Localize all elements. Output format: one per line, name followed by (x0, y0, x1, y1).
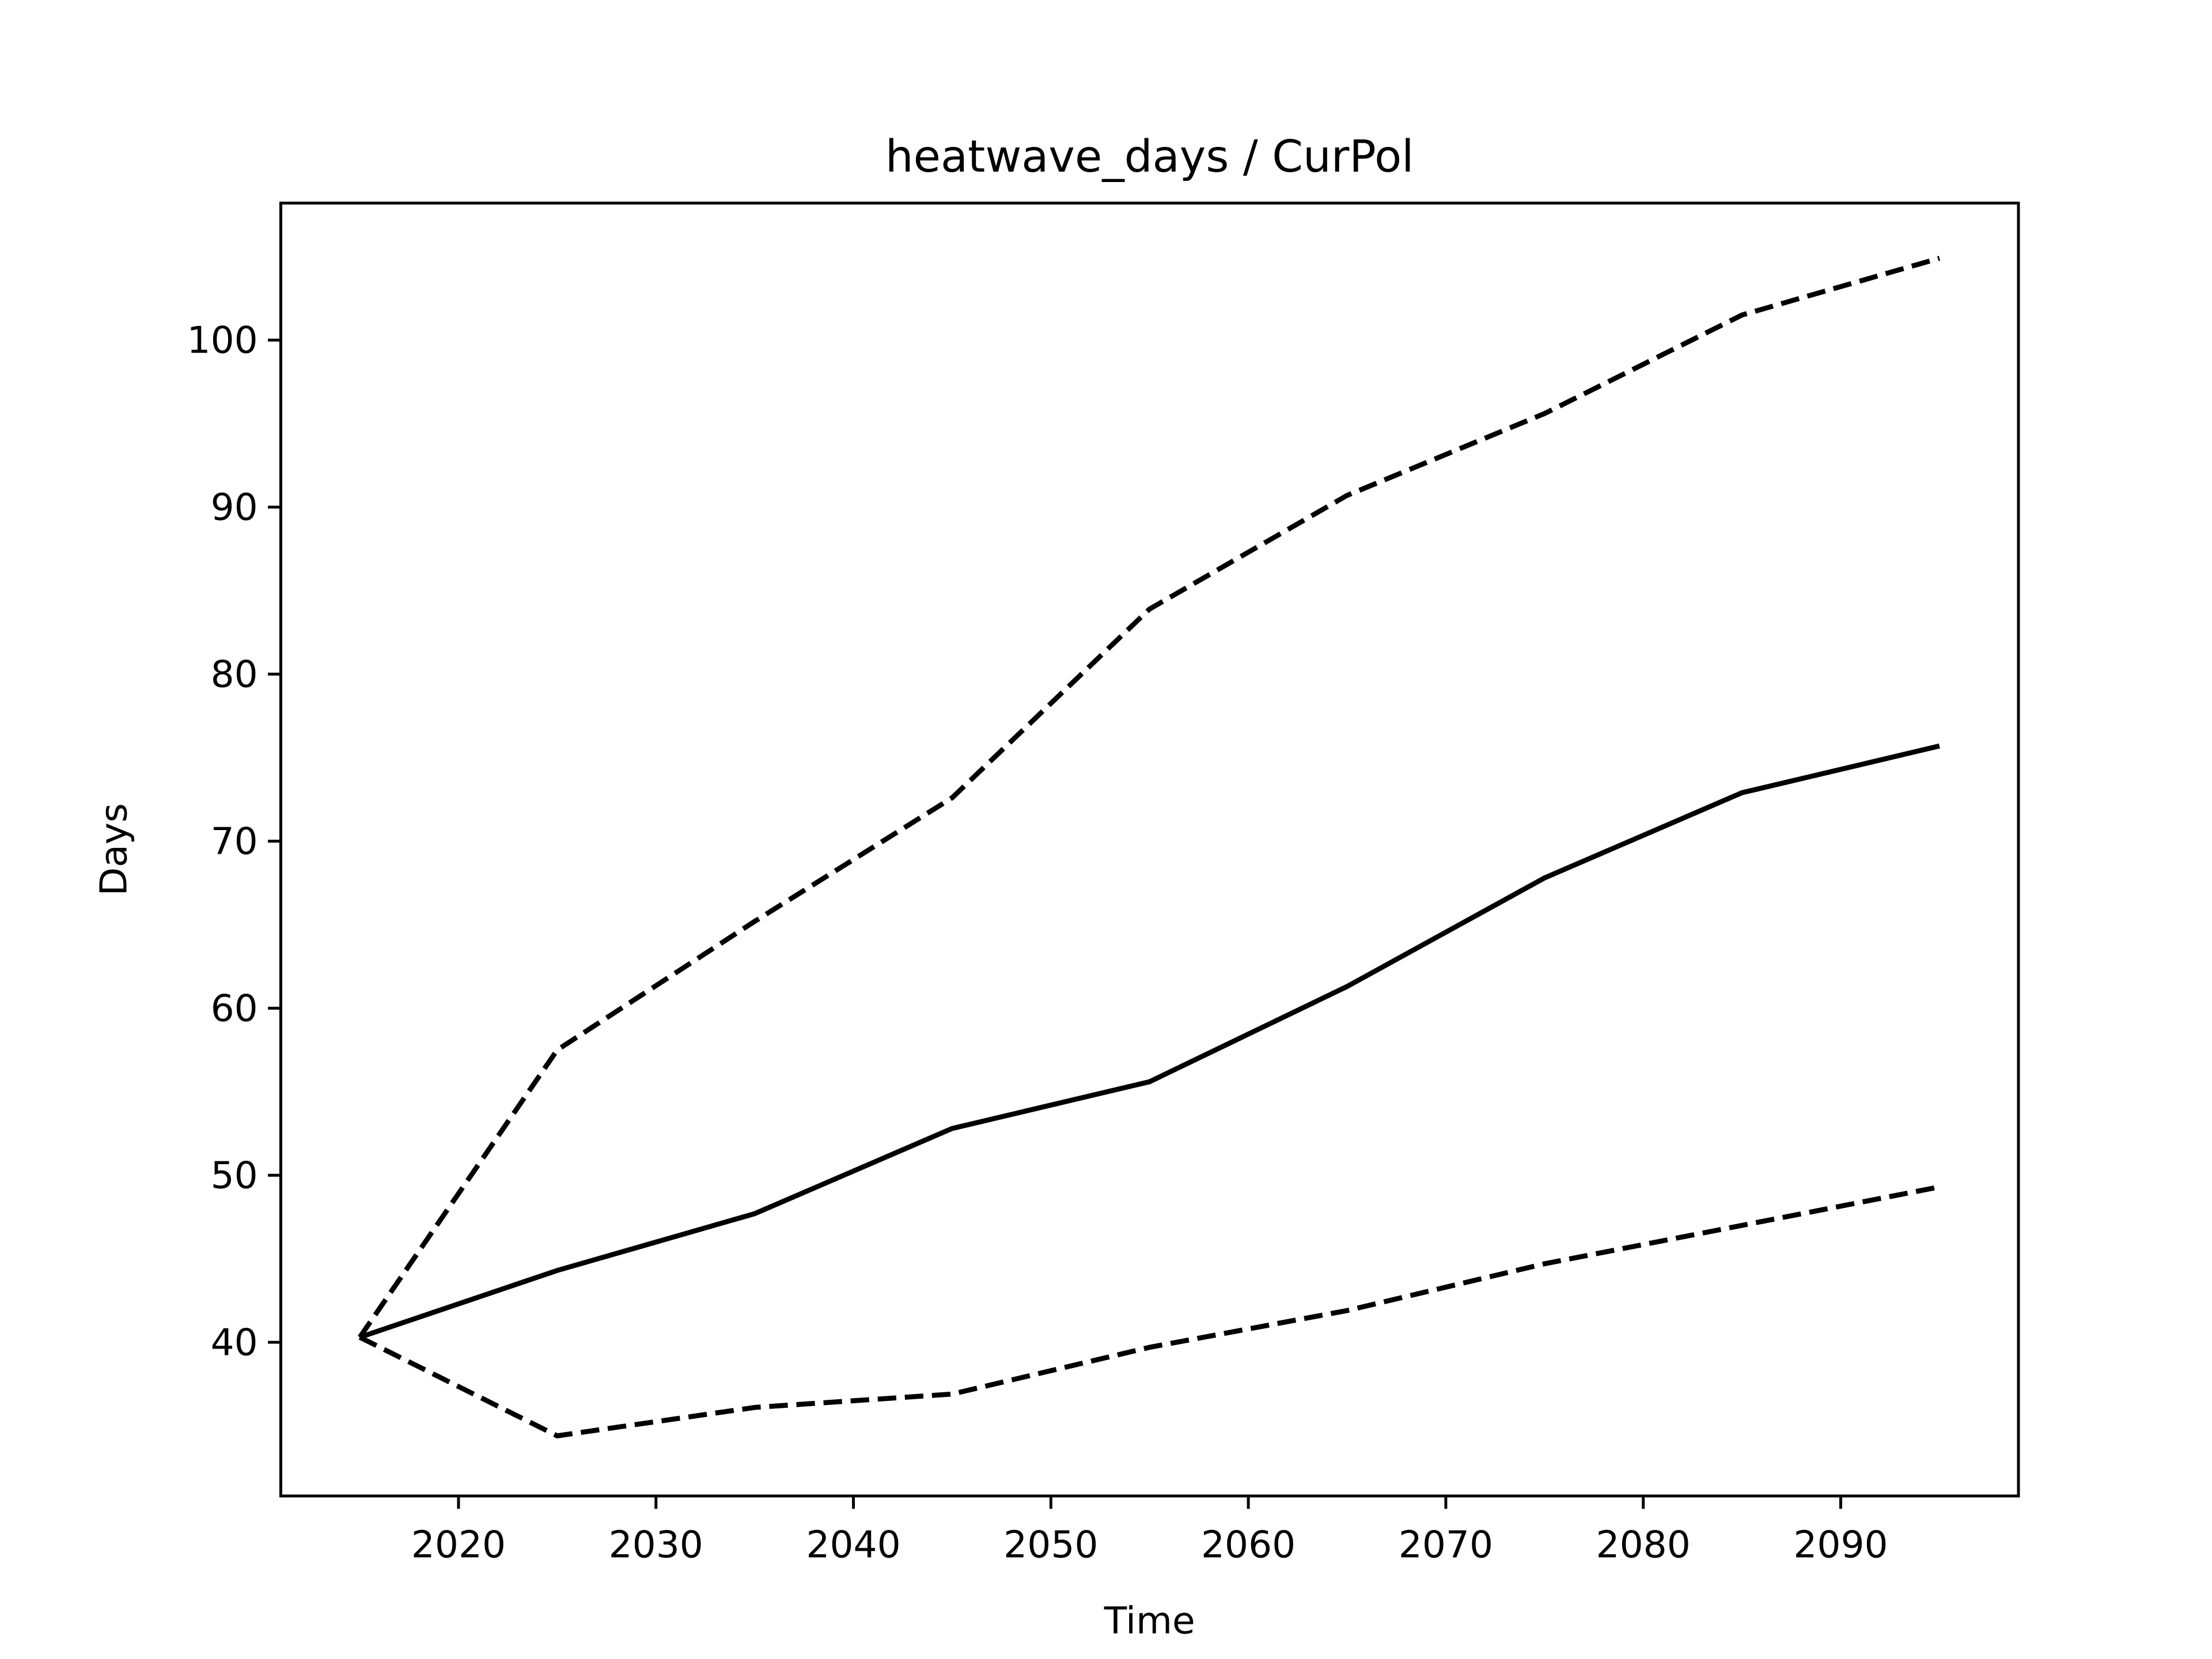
y-tick-label: 50 (211, 1154, 258, 1198)
y-tick-label: 40 (211, 1321, 258, 1365)
x-tick-label: 2020 (411, 1524, 506, 1567)
x-tick-label: 2080 (1596, 1524, 1691, 1567)
series-line-median (359, 743, 1940, 1340)
series-line-upper (357, 256, 1941, 1339)
chart-title: heatwave_days / CurPol (885, 131, 1414, 183)
x-tick-label: 2070 (1399, 1524, 1493, 1567)
x-axis-label: Time (1104, 1599, 1195, 1642)
x-tick-label: 2050 (1003, 1524, 1098, 1567)
x-tick-label: 2030 (609, 1524, 703, 1567)
y-tick-label: 90 (211, 486, 258, 529)
plot-area-frame (279, 202, 2020, 1498)
x-tick-label: 2090 (1793, 1524, 1888, 1567)
y-tick-label: 80 (211, 653, 258, 696)
x-tick-label: 2060 (1201, 1524, 1296, 1567)
x-tick-label: 2040 (806, 1524, 900, 1567)
y-tick-label: 70 (211, 820, 258, 863)
series-line-lower (358, 1184, 1940, 1439)
y-axis-label: Days (92, 803, 135, 896)
y-tick-label: 60 (211, 987, 258, 1031)
y-tick-label: 100 (187, 319, 258, 362)
